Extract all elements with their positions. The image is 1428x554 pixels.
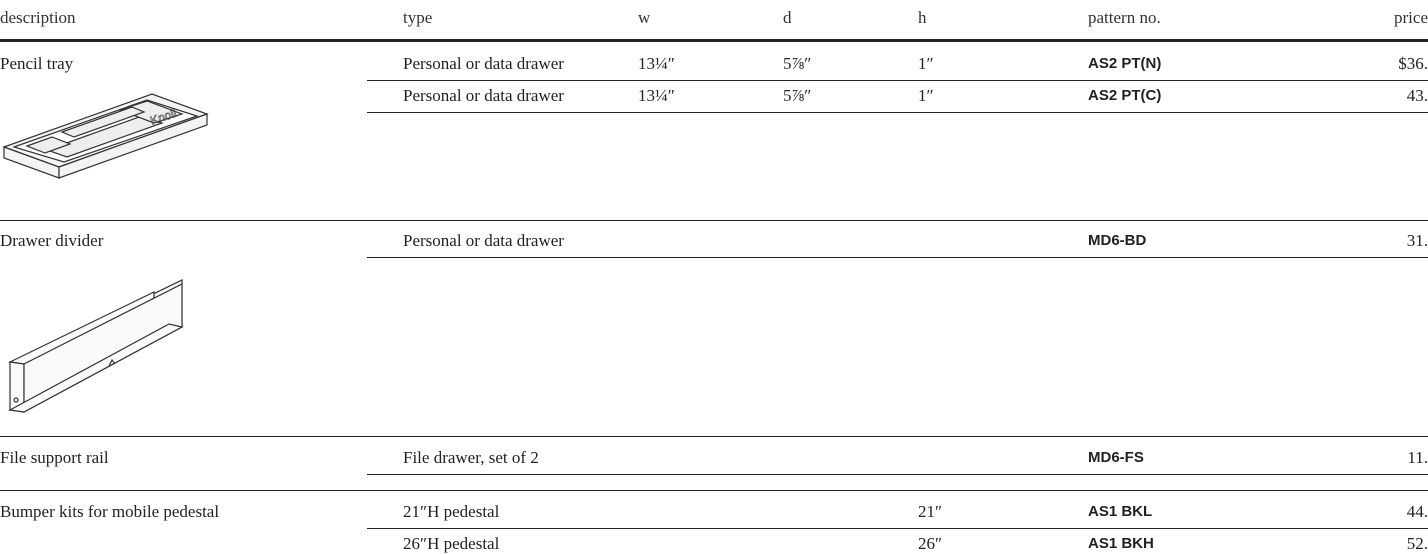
cell-h: 21″: [918, 502, 943, 521]
item-description: Drawer divider: [0, 231, 104, 250]
pattern-number: AS2 PT(N): [1088, 55, 1162, 72]
row-rule: [367, 257, 1428, 258]
price: 31.: [1406, 231, 1428, 250]
drawer-divider-image: [7, 279, 184, 414]
section-rule: [0, 436, 1428, 437]
pattern-number: AS1 BKL: [1088, 503, 1153, 520]
column-header: h: [918, 8, 927, 27]
cell-d: 5⅞″: [783, 54, 812, 73]
row-rule: [367, 474, 1428, 475]
item-description: File support rail: [0, 448, 109, 467]
cell-type: File drawer, set of 2: [403, 448, 539, 467]
row-rule: [367, 528, 1428, 529]
column-header: price: [1394, 8, 1428, 27]
cell-type: Personal or data drawer: [403, 85, 564, 105]
cell-d: 5⅞″: [783, 85, 812, 105]
cell-type: Personal or data drawer: [403, 54, 564, 73]
pattern-number: MD6-BD: [1088, 232, 1147, 249]
row-rule: [367, 111, 1428, 113]
pencil-tray-image: Knoll: [2, 93, 209, 179]
header-rule: [0, 39, 1428, 42]
pattern-number: MD6-FS: [1088, 449, 1144, 466]
price: $36.: [1398, 54, 1428, 73]
column-header: w: [638, 8, 651, 27]
pattern-number: AS1 BKH: [1088, 534, 1154, 552]
row-rule: [367, 80, 1428, 81]
section-rule: [0, 220, 1428, 221]
section-rule: [0, 490, 1428, 491]
price: 43.: [1406, 85, 1428, 105]
item-description: Pencil tray: [0, 54, 74, 73]
column-header: pattern no.: [1088, 8, 1161, 27]
cell-w: 13¼″: [638, 54, 675, 73]
cell-h: 1″: [918, 85, 934, 105]
cell-w: 13¼″: [638, 85, 675, 105]
item-description: Bumper kits for mobile pedestal: [0, 502, 220, 521]
cell-type: 21″H pedestal: [403, 502, 500, 521]
price: 52.: [1406, 533, 1428, 553]
pattern-number: AS2 PT(C): [1088, 86, 1162, 104]
column-header: description: [0, 8, 76, 27]
cell-type: Personal or data drawer: [403, 231, 564, 250]
price: 44.: [1406, 502, 1428, 521]
cell-h: 26″: [918, 533, 943, 553]
price: 11.: [1407, 448, 1428, 467]
cell-h: 1″: [918, 54, 934, 73]
cell-type: 26″H pedestal: [403, 533, 500, 553]
column-header: type: [403, 8, 433, 27]
column-header: d: [783, 8, 792, 27]
